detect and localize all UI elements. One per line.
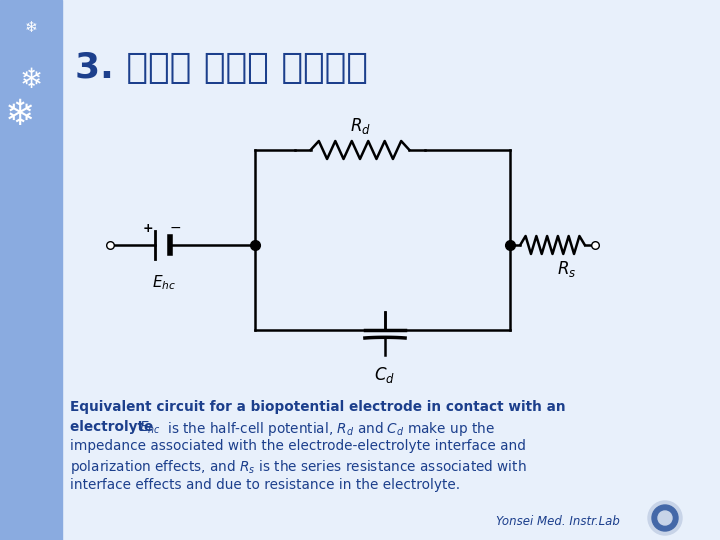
Circle shape xyxy=(658,511,672,525)
Text: ❄: ❄ xyxy=(5,98,35,132)
Text: electrolyte: electrolyte xyxy=(70,420,158,434)
Text: impedance associated with the electrode-electrolyte interface and: impedance associated with the electrode-… xyxy=(70,439,526,453)
Text: Yonsei Med. Instr.Lab: Yonsei Med. Instr.Lab xyxy=(496,515,620,528)
Text: ❄: ❄ xyxy=(24,21,37,36)
Circle shape xyxy=(648,501,682,535)
Bar xyxy=(80,98,720,383)
Text: ❄: ❄ xyxy=(19,66,42,94)
Text: $C_d$: $C_d$ xyxy=(374,365,395,385)
Text: interface effects and due to resistance in the electrolyte.: interface effects and due to resistance … xyxy=(70,478,460,492)
Text: is the half-cell potential, $R_d$ and $C_d$ make up the: is the half-cell potential, $R_d$ and $C… xyxy=(163,420,495,437)
Text: $R_d$: $R_d$ xyxy=(349,116,371,136)
Text: $R_s$: $R_s$ xyxy=(557,259,577,279)
Text: $E_{hc}$: $E_{hc}$ xyxy=(152,273,176,292)
Text: −: − xyxy=(169,221,181,235)
Bar xyxy=(0,0,62,540)
Circle shape xyxy=(652,505,678,531)
Text: polarization effects, and $R_s$ is the series resistance associated with: polarization effects, and $R_s$ is the s… xyxy=(70,458,526,476)
Text: 3. 전극의 전기적 등가모델: 3. 전극의 전기적 등가모델 xyxy=(75,51,368,85)
Text: $E_{hc}$: $E_{hc}$ xyxy=(139,420,161,436)
Text: +: + xyxy=(143,221,153,234)
Text: Equivalent circuit for a biopotential electrode in contact with an: Equivalent circuit for a biopotential el… xyxy=(70,400,566,414)
